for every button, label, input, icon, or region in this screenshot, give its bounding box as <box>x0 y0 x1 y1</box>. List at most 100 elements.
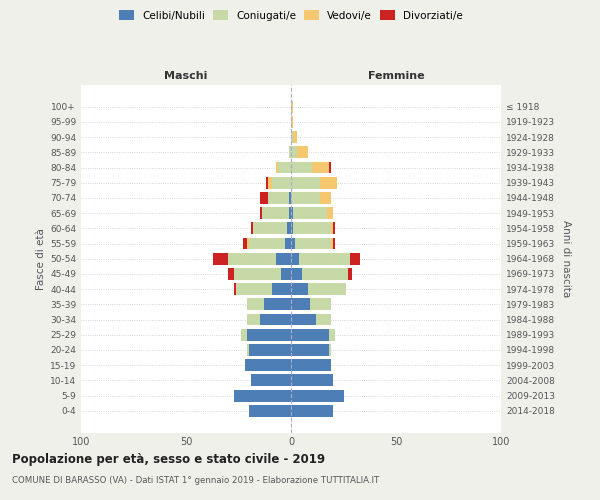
Bar <box>253 222 291 234</box>
Bar <box>272 177 291 188</box>
Bar <box>291 162 329 173</box>
Bar <box>291 374 333 386</box>
Bar <box>291 359 331 371</box>
Bar <box>291 192 320 204</box>
Bar <box>291 238 333 250</box>
Bar <box>234 390 291 402</box>
Bar <box>228 253 291 264</box>
Bar <box>291 222 333 234</box>
Bar <box>291 253 299 264</box>
Bar <box>291 344 331 356</box>
Bar <box>291 253 350 264</box>
Bar <box>291 374 333 386</box>
Bar <box>291 405 333 416</box>
Bar <box>291 146 308 158</box>
Bar <box>291 207 333 219</box>
Bar <box>245 359 291 371</box>
Y-axis label: Anni di nascita: Anni di nascita <box>560 220 571 298</box>
Bar <box>236 283 291 295</box>
Bar <box>251 374 291 386</box>
Bar <box>236 283 291 295</box>
Bar <box>291 268 348 280</box>
Bar <box>291 131 298 143</box>
Bar <box>242 238 291 250</box>
Bar <box>247 314 291 326</box>
Bar <box>272 283 291 295</box>
Text: Maschi: Maschi <box>164 71 208 81</box>
Bar <box>247 344 291 356</box>
Bar <box>247 298 291 310</box>
Bar <box>247 298 291 310</box>
Bar <box>291 101 293 112</box>
Legend: Celibi/Nubili, Coniugati/e, Vedovi/e, Divorziati/e: Celibi/Nubili, Coniugati/e, Vedovi/e, Di… <box>115 6 467 25</box>
Bar <box>277 162 291 173</box>
Bar <box>291 283 346 295</box>
Bar <box>291 101 293 112</box>
Bar <box>291 162 331 173</box>
Bar <box>234 268 291 280</box>
Bar <box>291 222 293 234</box>
Bar <box>234 268 291 280</box>
Bar <box>291 329 335 340</box>
Bar <box>289 192 291 204</box>
Y-axis label: Fasce di età: Fasce di età <box>36 228 46 290</box>
Bar <box>291 192 331 204</box>
Bar <box>247 298 291 310</box>
Bar <box>234 390 291 402</box>
Bar <box>291 268 348 280</box>
Bar <box>291 177 320 188</box>
Bar <box>291 222 331 234</box>
Bar <box>247 314 291 326</box>
Bar <box>291 314 316 326</box>
Bar <box>291 177 337 188</box>
Bar <box>291 314 331 326</box>
Bar <box>285 238 291 250</box>
Bar <box>291 344 331 356</box>
Bar <box>291 207 293 219</box>
Bar <box>291 131 293 143</box>
Bar <box>260 192 291 204</box>
Bar <box>289 146 291 158</box>
Bar <box>291 314 331 326</box>
Bar <box>249 238 291 250</box>
Bar <box>291 116 293 128</box>
Bar <box>291 390 343 402</box>
Bar <box>291 390 343 402</box>
Bar <box>291 374 333 386</box>
Bar <box>291 405 333 416</box>
Bar <box>268 177 291 188</box>
Bar <box>291 177 337 188</box>
Bar <box>260 314 291 326</box>
Text: Popolazione per età, sesso e stato civile - 2019: Popolazione per età, sesso e stato civil… <box>12 452 325 466</box>
Bar <box>247 344 291 356</box>
Bar <box>249 405 291 416</box>
Bar <box>291 146 298 158</box>
Bar <box>291 298 310 310</box>
Bar <box>291 238 335 250</box>
Bar <box>262 207 291 219</box>
Bar <box>287 222 291 234</box>
Bar <box>291 329 335 340</box>
Bar <box>260 207 291 219</box>
Bar <box>251 374 291 386</box>
Bar <box>281 268 291 280</box>
Bar <box>291 390 343 402</box>
Bar <box>262 207 291 219</box>
Bar <box>291 207 326 219</box>
Bar <box>291 329 335 340</box>
Bar <box>291 283 308 295</box>
Bar <box>234 390 291 402</box>
Bar <box>228 268 291 280</box>
Bar <box>266 177 291 188</box>
Bar <box>234 283 291 295</box>
Bar <box>291 268 352 280</box>
Bar <box>289 146 291 158</box>
Bar <box>278 162 291 173</box>
Bar <box>268 192 291 204</box>
Bar <box>241 329 291 340</box>
Bar <box>291 253 350 264</box>
Bar <box>291 390 343 402</box>
Bar <box>291 344 329 356</box>
Bar <box>291 405 333 416</box>
Bar <box>291 359 331 371</box>
